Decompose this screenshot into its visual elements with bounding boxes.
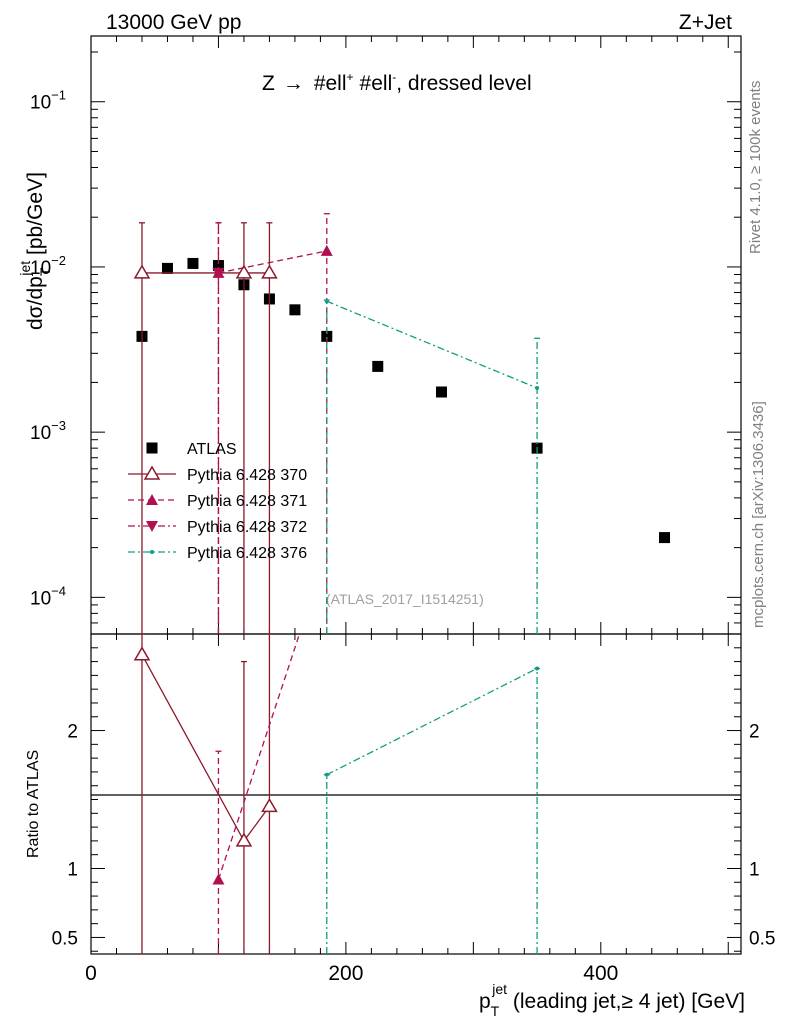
py370-point — [235, 264, 253, 279]
y-tick-label-ratio: 1 — [67, 859, 78, 880]
atlas-point — [289, 304, 301, 316]
py370-point — [261, 264, 278, 279]
py376-line — [326, 300, 538, 389]
plot-title: Z → #ell+ #ell-, dressed level — [262, 70, 532, 95]
py376-ratio-point — [535, 666, 540, 671]
data-marks — [133, 213, 671, 954]
y-tick-label-main: 10−2 — [30, 253, 66, 279]
py372-point — [212, 267, 225, 279]
y-axis-label-main: dσ/dpTjet [pb/GeV] — [17, 172, 53, 330]
y-tick-label-main: 10−3 — [30, 418, 66, 444]
x-tick-label: 0 — [85, 962, 97, 985]
y-tick-label-main: 10−4 — [30, 583, 66, 609]
y-axis-label-ratio: Ratio to ATLAS — [25, 750, 42, 858]
ratio-panel-marks — [133, 634, 541, 954]
py376-point — [324, 299, 329, 304]
analysis-label: (ATLAS_2017_I1514251) — [326, 591, 484, 607]
atlas-point — [372, 360, 384, 372]
legend-marker-py372 — [146, 521, 158, 532]
mcplots-label: mcplots.cern.ch [arXiv:1306.3436] — [750, 401, 767, 628]
y-tick-label-ratio: 0.5 — [52, 928, 78, 949]
legend-label-py372: Pythia 6.428 372 — [187, 519, 307, 536]
py376-point — [535, 386, 540, 391]
py376-ratio-point — [324, 772, 329, 777]
main-panel-marks — [133, 213, 671, 634]
y-tick-label-ratio: 2 — [67, 722, 78, 743]
py370-point — [133, 264, 151, 279]
header-right-title: Z+Jet — [679, 11, 732, 34]
atlas-point — [187, 257, 199, 269]
atlas-point — [212, 260, 224, 272]
py370-ratio-point — [261, 797, 278, 813]
legend-label-atlas: ATLAS — [187, 441, 237, 458]
atlas-point — [659, 532, 671, 544]
atlas-point — [321, 330, 333, 342]
py370-ratio-line — [141, 654, 270, 843]
py370-ratio-point — [133, 646, 151, 661]
legend-label-py370: Pythia 6.428 370 — [187, 467, 307, 484]
py371-ratio-point — [212, 873, 225, 885]
header-left-title: 13000 GeV pp — [106, 11, 241, 34]
legend-label-py376: Pythia 6.428 376 — [187, 545, 307, 562]
py376-ratio-line — [326, 667, 538, 776]
rivet-label: Rivet 4.1.0, ≥ 100k events — [747, 81, 764, 254]
x-tick-label: 200 — [328, 962, 363, 985]
y-tick-label-main: 10−1 — [30, 88, 66, 114]
legend-marker-py371 — [146, 494, 158, 505]
atlas-point — [435, 386, 447, 398]
atlas-point — [161, 262, 173, 274]
legend: ATLAS Pythia 6.428 370 Pythia 6.428 371 Pyt… — [128, 441, 307, 562]
y-tick-label-ratio-right: 2 — [749, 722, 760, 743]
py370-ratio-point — [235, 832, 253, 847]
py371-ratio-line — [217, 634, 301, 880]
legend-marker-atlas — [146, 442, 158, 454]
x-axis-label: pTjet (leading jet,≥ 4 jet) [GeV] — [479, 981, 745, 1019]
legend-marker-py376 — [150, 550, 154, 554]
py371-line — [218, 250, 327, 274]
y-tick-label-ratio-right: 0.5 — [749, 928, 775, 949]
ratio-panel-frame — [90, 633, 742, 955]
y-tick-label-ratio-right: 1 — [749, 859, 760, 880]
py371-point — [320, 244, 333, 256]
legend-marker-py370 — [143, 465, 161, 480]
x-tick-label: 400 — [583, 962, 618, 985]
legend-label-py371: Pythia 6.428 371 — [187, 493, 307, 510]
